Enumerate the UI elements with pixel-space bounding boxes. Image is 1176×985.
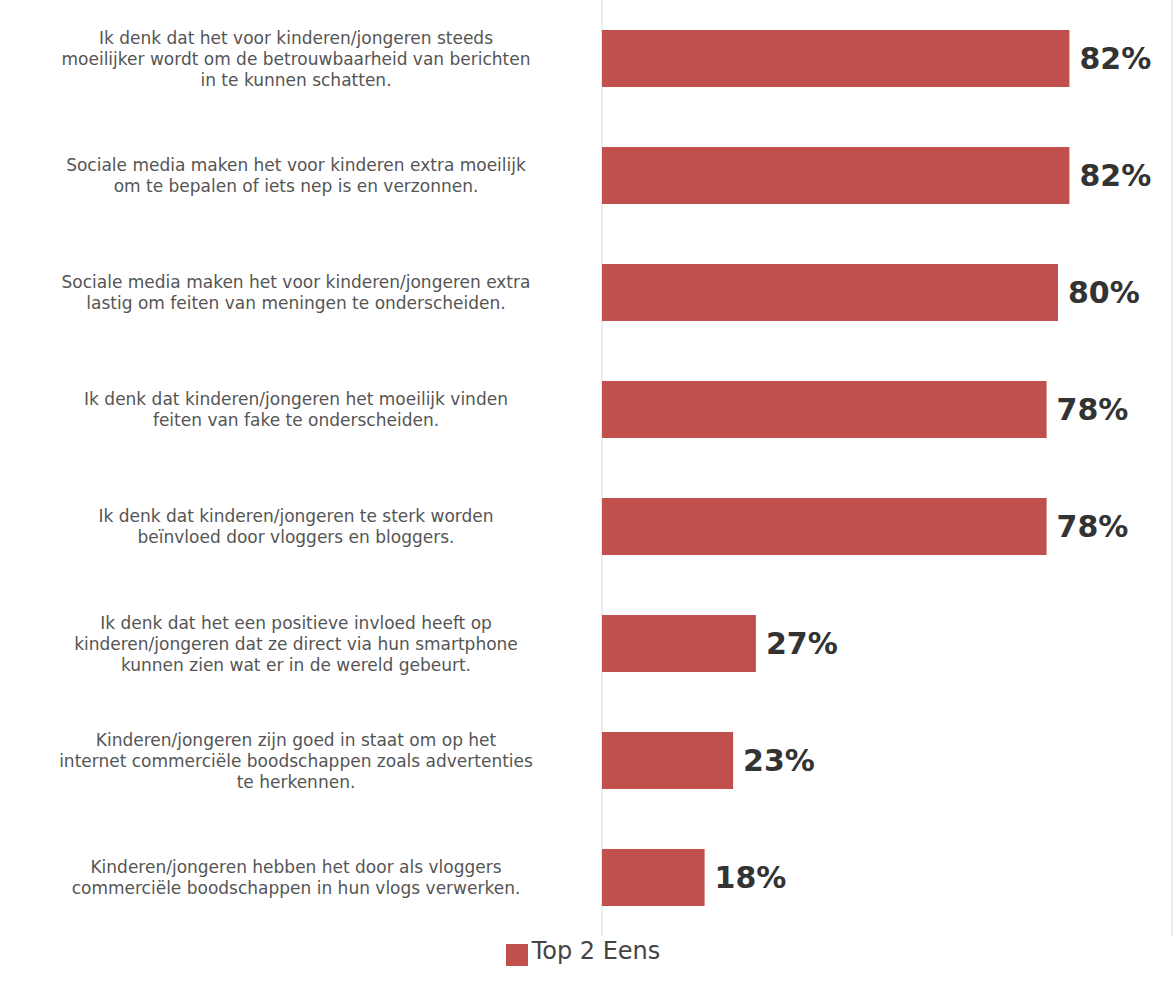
svg-text:27%: 27% <box>766 626 838 661</box>
svg-text:78%: 78% <box>1057 392 1129 427</box>
svg-text:Ik denk dat het een positieve: Ik denk dat het een positieve invloed he… <box>74 613 518 675</box>
svg-text:82%: 82% <box>1079 41 1151 76</box>
svg-text:82%: 82% <box>1079 158 1151 193</box>
svg-text:23%: 23% <box>743 743 815 778</box>
svg-text:18%: 18% <box>715 860 787 895</box>
svg-text:Ik denk dat het voor kinderen/: Ik denk dat het voor kinderen/jongeren s… <box>62 28 531 90</box>
svg-text:Sociale media maken het voor k: Sociale media maken het voor kinderen/jo… <box>62 272 531 313</box>
svg-text:Ik denk dat kinderen/jongeren: Ik denk dat kinderen/jongeren te sterk w… <box>98 506 493 547</box>
svg-text:Kinderen/jongeren hebben het d: Kinderen/jongeren hebben het door als vl… <box>72 857 521 898</box>
svg-text:Kinderen/jongeren zijn goed in: Kinderen/jongeren zijn goed in staat om … <box>59 730 533 792</box>
svg-text:78%: 78% <box>1057 509 1129 544</box>
html-text:Top 2 Eens: Top 2 Eens <box>531 937 661 965</box>
svg-text:Sociale media maken het voor k: Sociale media maken het voor kinderen ex… <box>66 155 526 196</box>
svg-text:80%: 80% <box>1068 275 1140 310</box>
svg-text:Ik denk dat kinderen/jongeren: Ik denk dat kinderen/jongeren het moeili… <box>84 389 508 430</box>
